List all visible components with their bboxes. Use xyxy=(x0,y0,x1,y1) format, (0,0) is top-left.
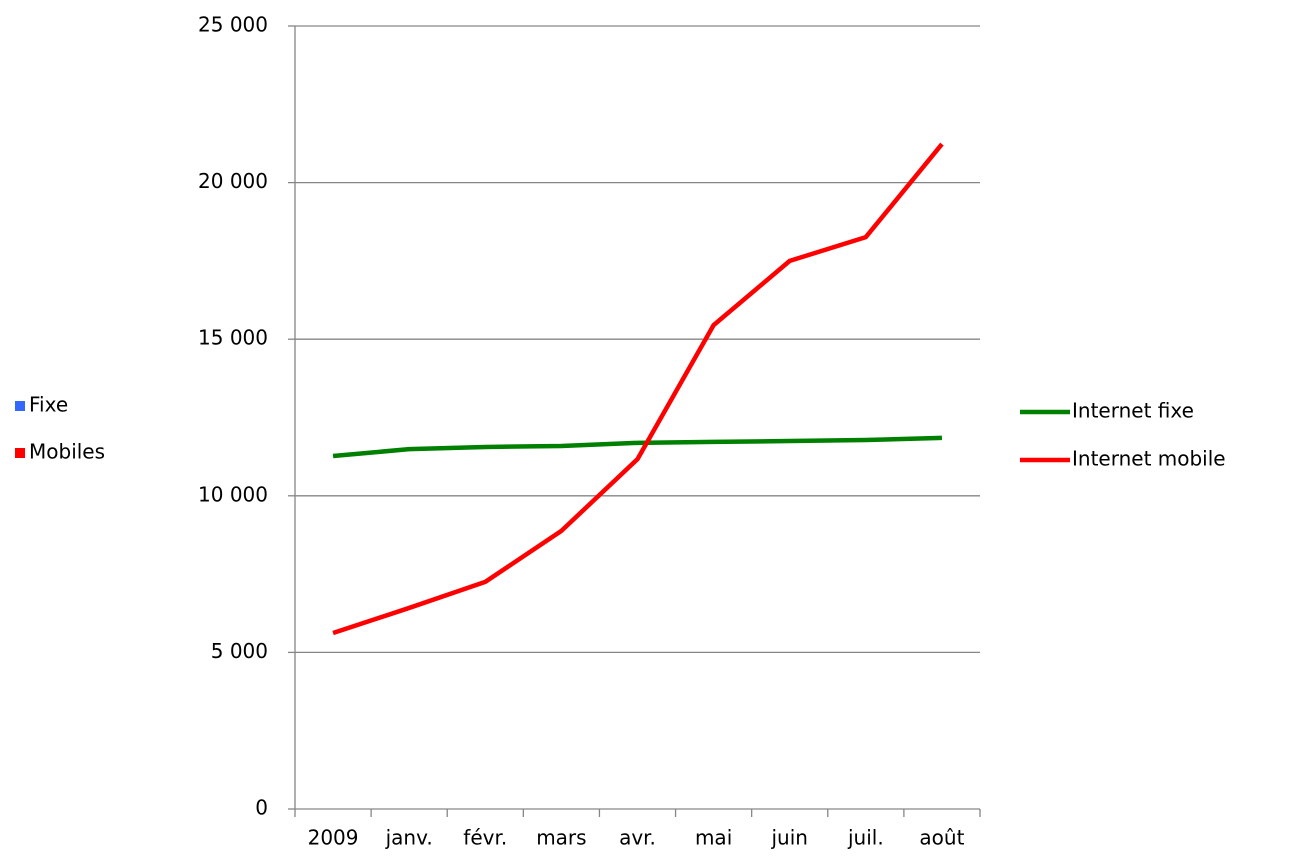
y-tick-label: 10 000 xyxy=(198,482,268,506)
legend-label: Fixe xyxy=(29,393,68,417)
x-tick-label: 2009 xyxy=(308,826,359,850)
y-tick-label: 25 000 xyxy=(198,13,268,37)
x-tick-label: mai xyxy=(695,826,732,850)
y-tick-label: 20 000 xyxy=(198,169,268,193)
y-tick-label: 5 000 xyxy=(211,639,268,663)
x-tick-label: juil. xyxy=(847,826,884,850)
series-line xyxy=(332,435,943,459)
x-tick-label: janv. xyxy=(385,826,433,850)
legend-label: Mobiles xyxy=(29,440,105,464)
x-tick-label: mars xyxy=(536,826,586,850)
legend-label: Internet fixe xyxy=(1072,399,1194,423)
legend-swatch xyxy=(15,448,25,458)
legend-swatch xyxy=(15,401,25,411)
x-tick-label: juin xyxy=(770,826,807,850)
x-tick-label: août xyxy=(919,826,964,850)
y-tick-label: 0 xyxy=(255,796,268,820)
series-line xyxy=(332,142,944,636)
y-tick-label: 15 000 xyxy=(198,326,268,350)
x-tick-label: avr. xyxy=(619,826,656,850)
x-tick-label: févr. xyxy=(463,826,507,850)
legend-label: Internet mobile xyxy=(1072,447,1226,471)
